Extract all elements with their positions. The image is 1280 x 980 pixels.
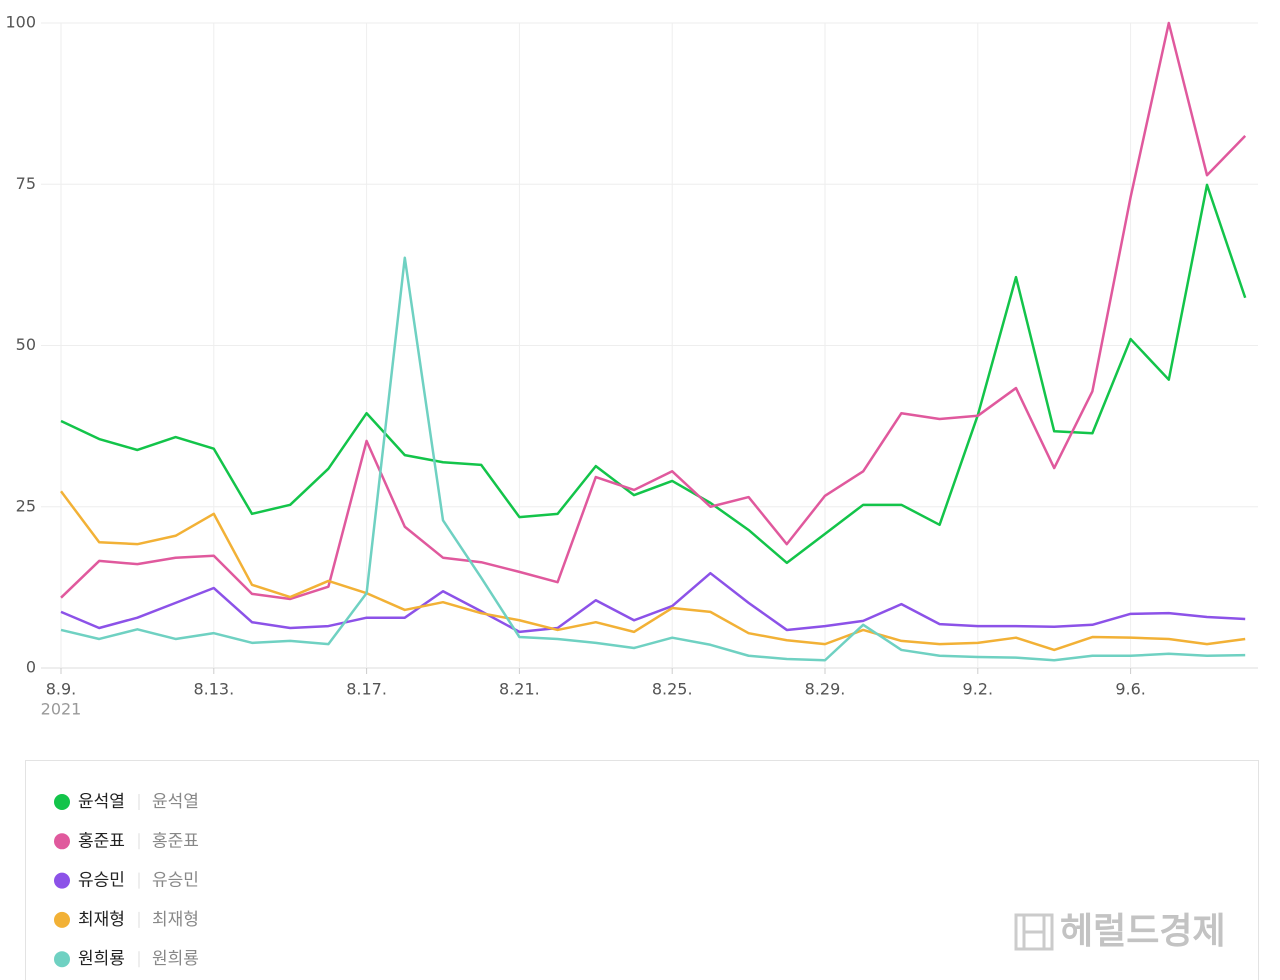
x-tick-label: 9.2. — [963, 680, 994, 699]
legend-dot — [54, 951, 70, 968]
watermark-logo — [1014, 913, 1054, 951]
x-tick-label: 9.6. — [1115, 680, 1146, 699]
legend-label: 홍준표 — [78, 831, 125, 851]
watermark: 헤럴드경제 — [1060, 911, 1226, 952]
series-line — [59, 490, 1246, 652]
x-tick-label: 8.9. — [46, 680, 77, 699]
series-line — [60, 571, 1246, 634]
y-tick-label: 0 — [26, 658, 36, 677]
series-line — [60, 256, 1246, 662]
y-tick-label: 75 — [16, 174, 36, 193]
legend-box — [25, 760, 1259, 980]
year-label: 2021 — [41, 700, 82, 719]
series-line — [60, 183, 1247, 565]
legend-dot — [54, 911, 70, 928]
legend-dot — [54, 794, 70, 810]
x-tick-label: 8.17. — [346, 680, 387, 699]
x-tick-label: 8.13. — [193, 680, 234, 699]
legend-label: 유승민 — [78, 871, 125, 891]
legend-dot — [54, 872, 70, 889]
x-tick-label: 8.29. — [805, 680, 846, 699]
y-tick-label: 50 — [16, 335, 36, 354]
legend-dot — [54, 833, 70, 850]
legend-label: 윤석열 — [78, 792, 125, 812]
y-tick-label: 25 — [16, 496, 36, 515]
legend-sublabel: 유승민 — [152, 871, 199, 891]
legend-label: 원희룡 — [78, 949, 125, 969]
legend-sublabel: 홍준표 — [152, 831, 199, 851]
y-tick-label: 100 — [5, 13, 36, 32]
legend-sublabel: 최재형 — [152, 910, 199, 930]
x-tick-label: 8.25. — [652, 680, 693, 699]
x-tick-label: 8.21. — [499, 680, 540, 699]
legend-sublabel: 원희룡 — [152, 949, 199, 969]
series-line — [60, 21, 1247, 601]
legend-label: 최재형 — [78, 910, 125, 930]
legend-sublabel: 윤석열 — [152, 792, 199, 812]
